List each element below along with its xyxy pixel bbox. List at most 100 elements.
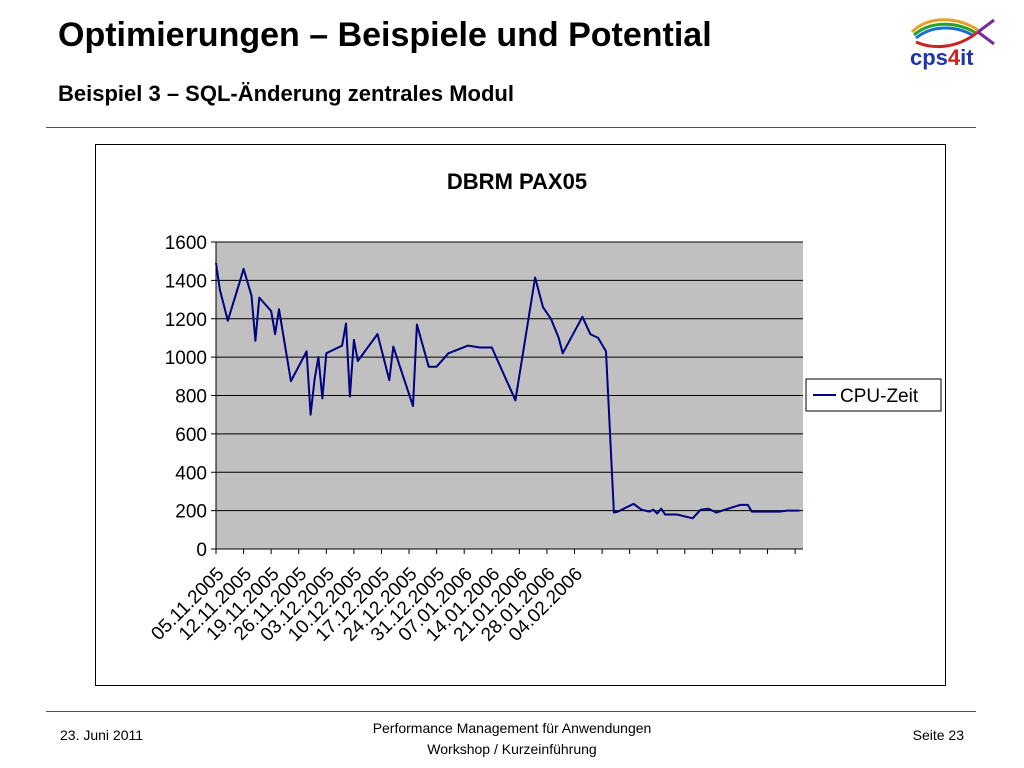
data-point: [664, 513, 666, 516]
data-point: [447, 352, 450, 355]
data-point: [345, 322, 347, 325]
data-point: [321, 397, 324, 400]
footer-divider: [46, 711, 976, 712]
logo-text-main: cps: [910, 45, 948, 70]
data-point: [376, 333, 379, 335]
series-layer: [215, 262, 800, 520]
footer-page-number: Seite 23: [912, 727, 964, 743]
data-point: [617, 510, 619, 513]
data-point: [325, 352, 328, 355]
y-tick-label: 400: [175, 463, 207, 484]
y-tick-label: 600: [175, 425, 207, 446]
data-point: [613, 511, 615, 514]
data-point: [309, 413, 312, 416]
data-point: [479, 346, 481, 349]
y-tick-label: 1200: [165, 310, 207, 331]
data-point: [557, 337, 560, 339]
chart-title: DBRM PAX05: [447, 169, 587, 194]
data-point: [691, 517, 694, 520]
data-point: [435, 365, 438, 368]
data-point: [597, 337, 599, 339]
data-point: [305, 350, 308, 353]
data-point: [786, 509, 788, 512]
footer-center-line2: Workshop / Kurzeinführung: [427, 741, 597, 757]
y-tick-label: 1000: [165, 348, 207, 369]
data-point: [341, 344, 343, 347]
data-point: [274, 333, 276, 335]
data-point: [652, 508, 655, 511]
header-divider: [46, 127, 976, 128]
data-point: [290, 380, 292, 382]
data-point: [699, 508, 702, 511]
cps4it-logo: cps4it: [904, 14, 1000, 72]
data-point: [242, 268, 245, 270]
footer-center: Performance Management für Anwendungen W…: [302, 718, 722, 760]
y-tick-label: 800: [175, 387, 207, 408]
logo-text-digit: 4: [948, 45, 961, 70]
data-point: [313, 379, 316, 381]
data-point: [739, 504, 741, 506]
data-point: [660, 507, 662, 510]
data-point: [550, 318, 552, 320]
data-point: [542, 306, 544, 308]
fish-logo-icon: cps4it: [910, 18, 995, 70]
data-point: [727, 507, 729, 510]
data-point: [561, 352, 564, 355]
data-point: [416, 323, 418, 326]
data-point: [467, 344, 469, 347]
data-point: [219, 289, 221, 291]
data-point: [589, 333, 592, 335]
data-point: [534, 276, 536, 279]
data-point: [317, 356, 320, 358]
svg-text:cps4it: cps4it: [910, 45, 974, 70]
data-point: [427, 365, 430, 368]
legend-label-cpu-zeit: CPU-Zeit: [840, 386, 919, 407]
data-point: [215, 262, 217, 264]
y-tick-label: 200: [175, 502, 207, 523]
data-point: [798, 509, 800, 512]
y-tick-label: 0: [196, 540, 207, 561]
data-point: [715, 511, 718, 514]
data-point: [258, 296, 261, 299]
data-point: [388, 379, 391, 381]
data-point: [223, 304, 225, 307]
data-point: [640, 508, 643, 511]
data-point: [357, 360, 359, 362]
x-axis: 05.11.200512.11.200519.11.200526.11.2005…: [147, 548, 803, 646]
slide-subtitle: Beispiel 3 – SQL-Änderung zentrales Modu…: [58, 81, 514, 106]
data-point: [349, 395, 351, 398]
data-point: [250, 294, 253, 297]
chart-area: DBRM PAX05 0 200 400 600 800 1000 1200 1400 1600…: [95, 144, 946, 686]
data-point: [747, 504, 749, 506]
data-point: [707, 507, 710, 510]
logo-text-end: it: [960, 45, 974, 70]
data-point: [514, 399, 517, 402]
y-tick-label: 1600: [165, 233, 207, 254]
data-point: [632, 503, 635, 505]
data-point: [656, 512, 658, 515]
data-point: [270, 310, 272, 312]
data-point: [676, 513, 678, 516]
data-point: [648, 510, 651, 513]
footer-date: 23. Juni 2011: [60, 727, 144, 743]
footer-center-line1: Performance Management für Anwendungen: [372, 720, 652, 736]
data-point: [778, 510, 781, 513]
data-point: [605, 350, 607, 353]
data-point: [278, 308, 280, 310]
data-point: [238, 281, 241, 284]
y-axis: 0 200 400 600 800 1000 1200 1400 1600: [165, 233, 217, 561]
legend: CPU-Zeit: [805, 378, 942, 412]
data-point: [751, 510, 753, 513]
data-point: [412, 405, 414, 407]
data-point: [392, 345, 395, 348]
gridlines: [216, 241, 803, 512]
cpu-time-line-chart: DBRM PAX05 0 200 400 600 800 1000 1200 1400 1600…: [147, 169, 942, 646]
data-point: [227, 319, 229, 322]
data-point: [329, 350, 331, 353]
y-tick-label: 1400: [165, 271, 207, 292]
slide-title: Optimierungen – Beispiele und Potential: [58, 16, 712, 54]
data-point: [254, 340, 257, 342]
data-point: [581, 316, 584, 318]
data-point: [491, 346, 493, 349]
data-point: [353, 339, 355, 341]
